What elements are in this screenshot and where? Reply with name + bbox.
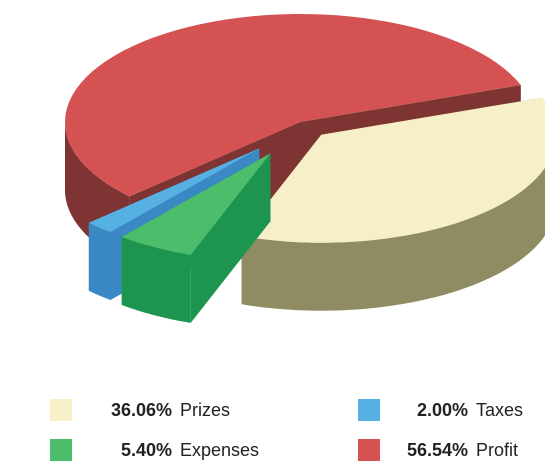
pie-edge-taxes-0 xyxy=(88,222,111,301)
legend-item-taxes: 2.00% Taxes xyxy=(358,398,523,422)
pie-slice-prizes xyxy=(241,97,545,311)
pie-edge-expenses-0 xyxy=(121,236,191,323)
pie-top-prizes xyxy=(241,97,545,243)
legend-percent-expenses: 5.40% xyxy=(120,439,172,460)
legend-item-expenses: 5.40% Expenses xyxy=(50,438,259,462)
legend-label-prizes: Prizes xyxy=(180,399,231,420)
pie-chart-svg xyxy=(65,14,545,323)
legend-item-prizes: 36.06% Prizes xyxy=(50,398,230,422)
legend-label-taxes: Taxes xyxy=(476,399,524,420)
legend-label-profit: Profit xyxy=(476,439,519,460)
legend-item-profit: 56.54% Profit xyxy=(358,438,518,462)
legend-swatch-prizes xyxy=(50,399,72,421)
legend-swatch-expenses xyxy=(50,439,72,461)
pie-top-expenses xyxy=(121,153,271,255)
legend-percent-taxes: 2.00% xyxy=(416,399,468,420)
pie-edge-prizes-0 xyxy=(241,167,545,311)
legend-label-expenses: Expenses xyxy=(180,439,260,460)
legend-swatch-taxes xyxy=(358,399,380,421)
chart-legend: 36.06% Prizes 5.40% Expenses 2.00% Taxes… xyxy=(0,380,545,462)
pie-top-profit xyxy=(65,14,521,197)
legend-percent-profit: 56.54% xyxy=(406,439,468,460)
legend-swatch-profit xyxy=(358,439,380,461)
pie-top-taxes xyxy=(88,148,260,233)
legend-percent-prizes: 36.06% xyxy=(110,399,172,420)
pie-chart xyxy=(65,14,545,323)
pie-slice-expenses xyxy=(121,153,271,323)
